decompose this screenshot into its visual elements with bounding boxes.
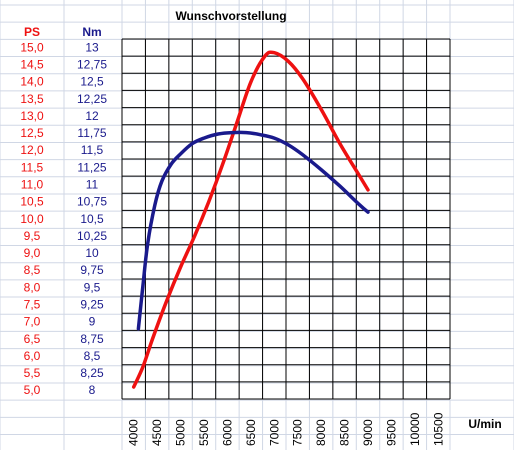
nm-axis-ticks: 13 12,75 12,5 12,25 12 11,75 11,5 11,25 11 10,75 1… xyxy=(77,40,107,397)
nm-tick-label: 9,25 xyxy=(80,297,104,311)
series-line-nm xyxy=(136,130,370,331)
ps-tick-label: 8,0 xyxy=(24,280,41,294)
ps-tick-label: 7,0 xyxy=(24,315,41,329)
x-tick-label: 4500 xyxy=(150,419,164,446)
chart-title: Wunschvorstellung xyxy=(175,9,286,23)
nm-tick-label: 10,75 xyxy=(77,195,107,209)
x-tick-label: 8000 xyxy=(314,419,328,446)
ps-tick-label: 6,0 xyxy=(24,349,41,363)
series-layer xyxy=(131,50,370,389)
x-tick-label: 6000 xyxy=(220,419,234,446)
ps-tick-label: 10,0 xyxy=(20,212,44,226)
nm-tick-label: 13 xyxy=(85,40,99,54)
x-tick-label: 8500 xyxy=(338,419,352,446)
x-tick-label: 7500 xyxy=(291,419,305,446)
x-tick-label: 4000 xyxy=(127,419,141,446)
series-line-ps xyxy=(131,50,370,389)
nm-tick-label: 12,5 xyxy=(80,75,104,89)
ps-tick-label: 13,5 xyxy=(20,92,44,106)
ps-tick-label: 12,5 xyxy=(20,126,44,140)
nm-tick-label: 11,75 xyxy=(77,126,106,140)
ps-tick-label: 5,5 xyxy=(24,366,41,380)
ps-tick-label: 11,5 xyxy=(21,160,44,174)
nm-tick-label: 9,75 xyxy=(80,263,104,277)
x-tick-label: 7000 xyxy=(267,419,281,446)
x-tick-label: 6500 xyxy=(244,419,258,446)
ps-tick-label: 15,0 xyxy=(20,40,44,54)
ps-tick-label: 9,0 xyxy=(24,246,41,260)
nm-tick-label: 12 xyxy=(85,109,99,123)
plot-grid xyxy=(121,38,451,400)
x-tick-label: 5500 xyxy=(197,419,211,446)
nm-tick-label: 8 xyxy=(89,383,96,397)
x-tick-label: 5000 xyxy=(174,419,188,446)
nm-tick-label: 8,25 xyxy=(80,366,104,380)
nm-tick-label: 12,25 xyxy=(77,92,107,106)
ps-tick-label: 5,0 xyxy=(24,383,41,397)
ps-tick-label: 8,5 xyxy=(24,263,41,277)
ps-axis-header: PS xyxy=(24,25,40,39)
ps-tick-label: 10,5 xyxy=(20,195,44,209)
nm-tick-label: 8,75 xyxy=(80,332,104,346)
ps-tick-label: 14,0 xyxy=(20,75,44,89)
nm-tick-label: 11,5 xyxy=(81,143,104,157)
rpm-axis-ticks: 4000 4500 5000 5500 6000 6500 7000 7500 8000 8500… xyxy=(127,412,446,446)
nm-tick-label: 12,75 xyxy=(77,57,107,71)
x-tick-label: 9500 xyxy=(384,419,398,446)
ps-tick-label: 12,0 xyxy=(20,143,44,157)
ps-tick-label: 6,5 xyxy=(24,332,41,346)
ps-tick-label: 13,0 xyxy=(20,109,44,123)
nm-tick-label: 8,5 xyxy=(84,349,101,363)
x-tick-label: 10500 xyxy=(431,412,445,446)
nm-tick-label: 10,25 xyxy=(77,229,107,243)
ps-tick-label: 9,5 xyxy=(24,229,41,243)
nm-tick-label: 11 xyxy=(86,177,99,191)
nm-tick-label: 9 xyxy=(89,315,96,329)
ps-tick-label: 7,5 xyxy=(24,297,41,311)
nm-tick-label: 11,25 xyxy=(77,160,106,174)
nm-axis-header: Nm xyxy=(82,25,101,39)
ps-tick-label: 14,5 xyxy=(20,57,44,71)
x-axis-label: U/min xyxy=(468,417,501,431)
ps-tick-label: 11,0 xyxy=(21,177,44,191)
nm-tick-label: 9,5 xyxy=(84,280,101,294)
ps-axis-ticks: 15,0 14,5 14,0 13,5 13,0 12,5 12,0 11,5 11,0 10,5… xyxy=(20,40,44,397)
nm-tick-label: 10,5 xyxy=(80,212,104,226)
nm-tick-label: 10 xyxy=(85,246,99,260)
x-tick-label: 9000 xyxy=(361,419,375,446)
x-tick-label: 10000 xyxy=(408,412,422,446)
